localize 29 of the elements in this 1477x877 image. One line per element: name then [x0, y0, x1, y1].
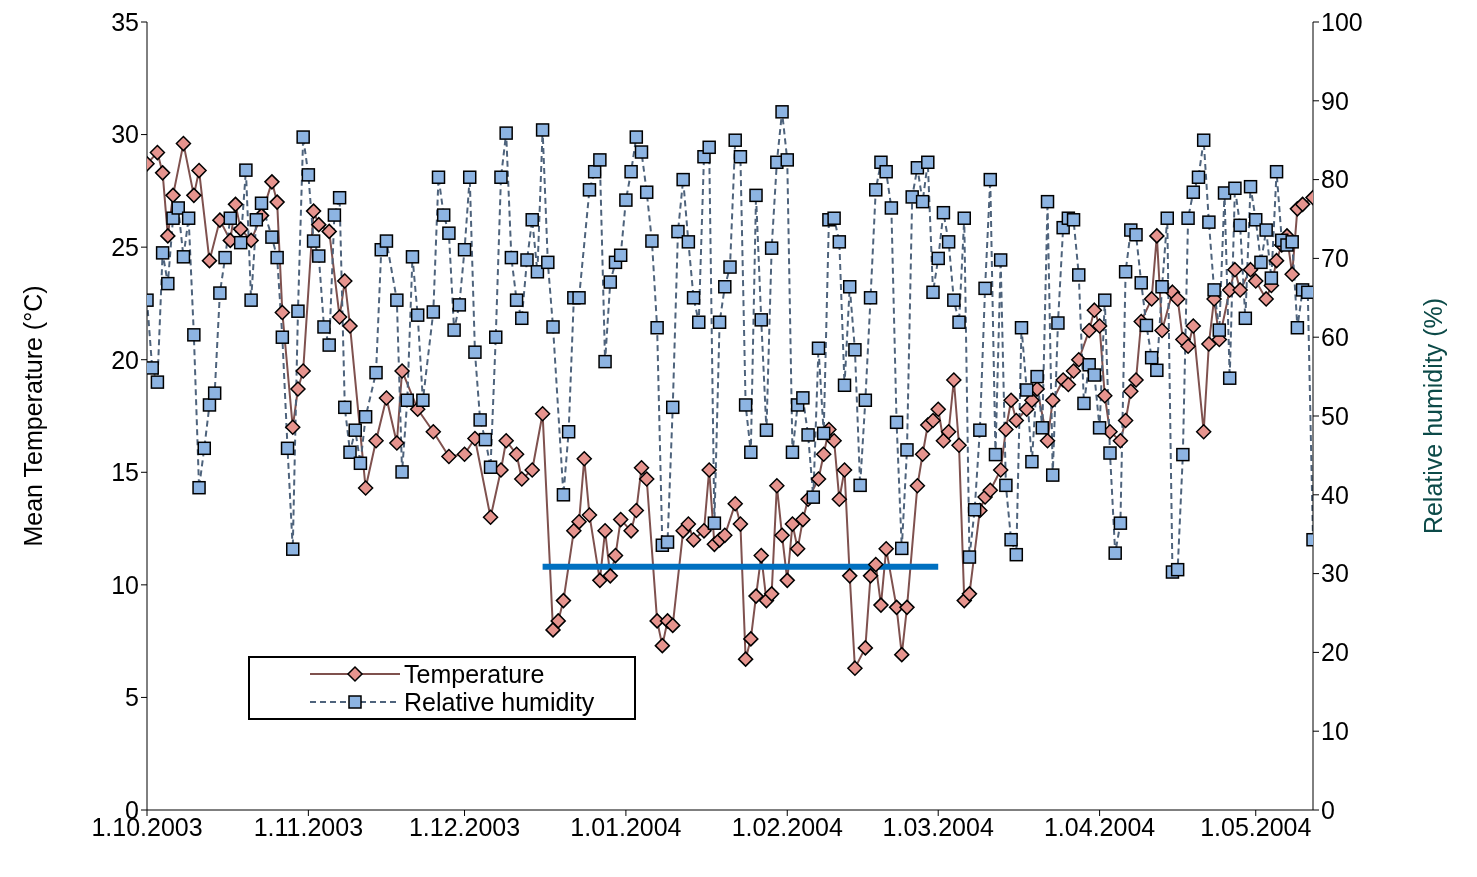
- y2-tick-label: 0: [1321, 795, 1335, 824]
- y-tick-label: 30: [111, 120, 139, 149]
- y2-tick-label: 80: [1321, 165, 1349, 194]
- y2-tick-label: 30: [1321, 559, 1349, 588]
- y-tick-label: 25: [111, 233, 139, 262]
- y-tick-label: 5: [125, 683, 139, 712]
- y2-tick-label: 70: [1321, 244, 1349, 273]
- y2-tick-label: 50: [1321, 401, 1349, 430]
- y2-tick-label: 40: [1321, 480, 1349, 509]
- x-tick-label: 1.04.2004: [1043, 812, 1156, 841]
- x-tick-label: 1.05.2004: [1200, 812, 1312, 841]
- x-tick-label: 1.01.2004: [570, 812, 682, 841]
- y2-tick-label: 10: [1321, 717, 1349, 746]
- x-tick-label: 1.12.2003: [408, 812, 521, 841]
- legend-label: Relative humidity: [404, 687, 595, 717]
- y-tick-label: 20: [111, 345, 139, 374]
- y2-tick-label: 20: [1321, 638, 1349, 667]
- y-tick-label: 15: [111, 458, 139, 487]
- x-tick-label: 1.02.2004: [731, 812, 843, 841]
- x-tick-label: 1.03.2004: [882, 812, 994, 841]
- x-tick-label: 1.11.2003: [253, 812, 364, 841]
- y2-tick-label: 100: [1321, 7, 1363, 36]
- y-tick-label: 10: [111, 570, 139, 599]
- y2-tick-label: 60: [1321, 323, 1349, 352]
- y-tick-label: 35: [111, 7, 139, 36]
- y2-tick-label: 90: [1321, 86, 1349, 115]
- y2-axis-title: Relative humidity (%): [1418, 297, 1447, 535]
- legend-label: Temperature: [404, 659, 545, 689]
- y-axis-title: Mean Temperature (°C): [18, 285, 47, 547]
